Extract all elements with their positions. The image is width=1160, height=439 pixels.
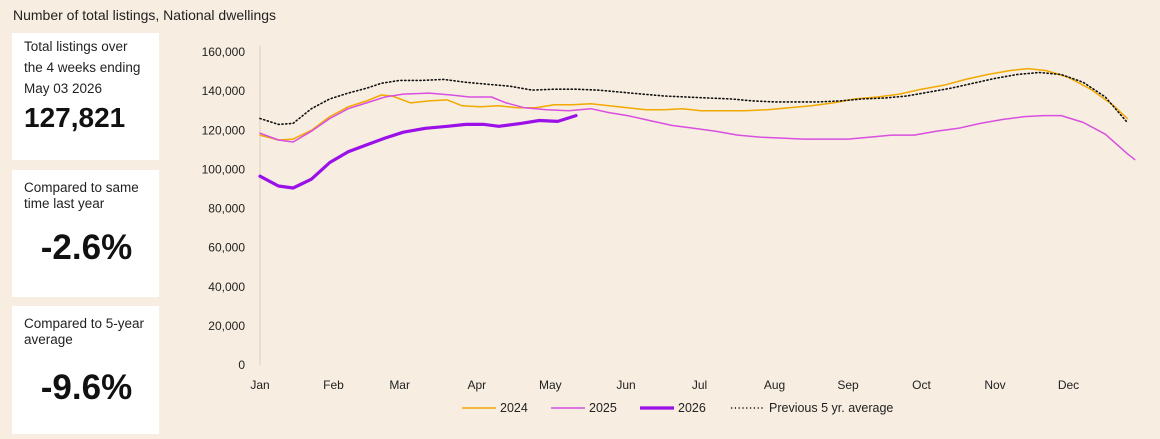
legend-label: 2024 (500, 401, 528, 415)
x-tick-label: Jan (250, 378, 269, 392)
legend: 2024 2025 2026 Previous 5 yr. average (462, 401, 893, 415)
legend-label: 2026 (678, 401, 706, 415)
y-tick-label: 80,000 (208, 202, 245, 216)
y-axis: 0 20,000 40,000 60,000 80,000 100,000 120,000 1… (202, 45, 261, 372)
x-tick-label: Feb (323, 378, 344, 392)
y-tick-label: 140,000 (202, 84, 246, 98)
x-tick-label: Dec (1058, 378, 1079, 392)
avg-change-value: -9.6% (40, 368, 133, 407)
y-tick-label: 40,000 (208, 280, 245, 294)
yoy-change-value: -2.6% (40, 228, 133, 267)
x-axis: Jan Feb Mar Apr May Jun Jul Aug Sep Oct Nov Dec (250, 378, 1079, 392)
avg-change-label: Compared to 5-year average (24, 316, 145, 347)
series-line-2025 (259, 92, 1136, 161)
legend-label: 2025 (589, 401, 617, 415)
total-listings-label: Total listings over the 4 weeks ending M… (24, 39, 141, 96)
x-tick-label: Jul (692, 378, 707, 392)
yoy-change-card: Compared to same time last year -2.6% (12, 170, 159, 297)
y-tick-label: 60,000 (208, 241, 245, 255)
legend-label: Previous 5 yr. average (769, 401, 893, 415)
total-listings-value: 127,821 (24, 102, 126, 133)
chart-heading: Number of total listings, National dwell… (13, 7, 277, 23)
x-tick-label: Mar (389, 378, 410, 392)
x-tick-label: May (539, 378, 562, 392)
y-tick-label: 0 (238, 358, 245, 372)
avg-change-card: Compared to 5-year average -9.6% (12, 306, 159, 434)
y-tick-label: 100,000 (202, 162, 246, 176)
yoy-change-label: Compared to same time last year (24, 180, 139, 211)
x-tick-label: Nov (984, 378, 1005, 392)
series-line-2026 (258, 114, 578, 190)
total-listings-card: Total listings over the 4 weeks ending M… (12, 33, 159, 160)
series-layer (258, 67, 1136, 190)
y-tick-label: 20,000 (208, 319, 245, 333)
x-tick-label: Jun (616, 378, 635, 392)
x-tick-label: Apr (467, 378, 486, 392)
y-tick-label: 160,000 (202, 45, 246, 59)
series-line-previous-5-yr-average (259, 71, 1129, 126)
x-tick-label: Aug (764, 378, 785, 392)
x-tick-label: Sep (837, 378, 859, 392)
x-tick-label: Oct (912, 378, 931, 392)
series-line-2024 (259, 67, 1129, 141)
y-tick-label: 120,000 (202, 123, 246, 137)
